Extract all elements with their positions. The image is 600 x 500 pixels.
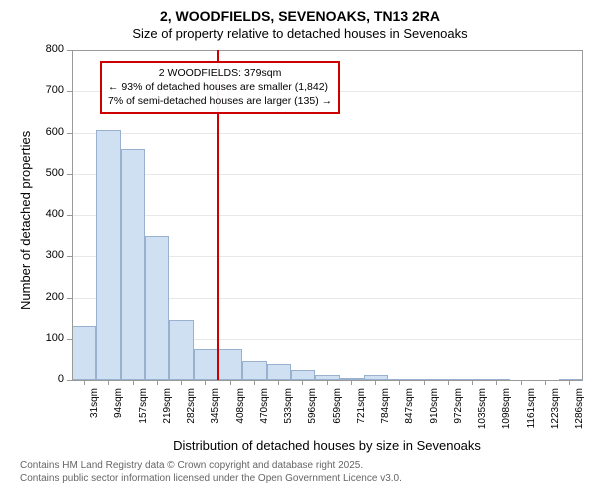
- xtick-label: 596sqm: [307, 388, 318, 438]
- ytick-label: 500: [32, 167, 64, 179]
- xtick-label: 345sqm: [210, 388, 221, 438]
- histogram-bar: [218, 349, 242, 380]
- annotation-box: 2 WOODFIELDS: 379sqm← 93% of detached ho…: [100, 61, 340, 114]
- annotation-line1: 2 WOODFIELDS: 379sqm: [108, 66, 332, 80]
- xtick-label: 219sqm: [162, 388, 173, 438]
- y-axis-line: [72, 50, 73, 380]
- xtick-label: 94sqm: [113, 388, 124, 438]
- xtick-label: 31sqm: [89, 388, 100, 438]
- histogram-bar: [169, 320, 193, 380]
- grid-line: [72, 174, 582, 175]
- footer-line2: Contains public sector information licen…: [20, 473, 402, 484]
- histogram-bar: [242, 361, 266, 380]
- ytick-label: 100: [32, 332, 64, 344]
- ytick-label: 300: [32, 249, 64, 261]
- ytick-label: 200: [32, 291, 64, 303]
- x-axis-line: [72, 380, 582, 381]
- x-axis-line-top: [72, 50, 582, 51]
- chart-title-line1: 2, WOODFIELDS, SEVENOAKS, TN13 2RA: [0, 8, 600, 24]
- xtick-label: 470sqm: [259, 388, 270, 438]
- grid-line: [72, 133, 582, 134]
- histogram-bar: [194, 349, 218, 380]
- histogram-bar: [267, 364, 291, 381]
- xtick-label: 533sqm: [283, 388, 294, 438]
- histogram-bar: [121, 149, 145, 380]
- xtick-label: 721sqm: [356, 388, 367, 438]
- footer-line1: Contains HM Land Registry data © Crown c…: [20, 460, 363, 471]
- xtick-label: 972sqm: [453, 388, 464, 438]
- ytick-label: 600: [32, 126, 64, 138]
- xtick-label: 408sqm: [235, 388, 246, 438]
- grid-line: [72, 215, 582, 216]
- ytick-label: 700: [32, 84, 64, 96]
- ytick-label: 0: [32, 373, 64, 385]
- y-axis-label: Number of detached properties: [18, 131, 33, 310]
- histogram-bar: [291, 370, 315, 380]
- ytick-label: 800: [32, 43, 64, 55]
- ytick-label: 400: [32, 208, 64, 220]
- xtick-label: 1035sqm: [477, 388, 488, 438]
- chart-title-line2: Size of property relative to detached ho…: [0, 26, 600, 41]
- histogram-bar: [72, 326, 96, 380]
- xtick-label: 1161sqm: [526, 388, 537, 438]
- xtick-label: 784sqm: [380, 388, 391, 438]
- y-axis-line-right: [582, 50, 583, 380]
- chart-container: 2, WOODFIELDS, SEVENOAKS, TN13 2RA Size …: [0, 0, 600, 500]
- annotation-line3: 7% of semi-detached houses are larger (1…: [108, 94, 332, 108]
- x-axis-label: Distribution of detached houses by size …: [72, 438, 582, 453]
- xtick-label: 910sqm: [429, 388, 440, 438]
- xtick-label: 1098sqm: [501, 388, 512, 438]
- annotation-line2: ← 93% of detached houses are smaller (1,…: [108, 80, 332, 94]
- xtick-label: 157sqm: [138, 388, 149, 438]
- xtick-label: 1286sqm: [574, 388, 585, 438]
- xtick-label: 1223sqm: [550, 388, 561, 438]
- histogram-bar: [96, 130, 120, 380]
- xtick-label: 659sqm: [332, 388, 343, 438]
- histogram-bar: [145, 236, 169, 380]
- xtick-label: 847sqm: [404, 388, 415, 438]
- xtick-label: 282sqm: [186, 388, 197, 438]
